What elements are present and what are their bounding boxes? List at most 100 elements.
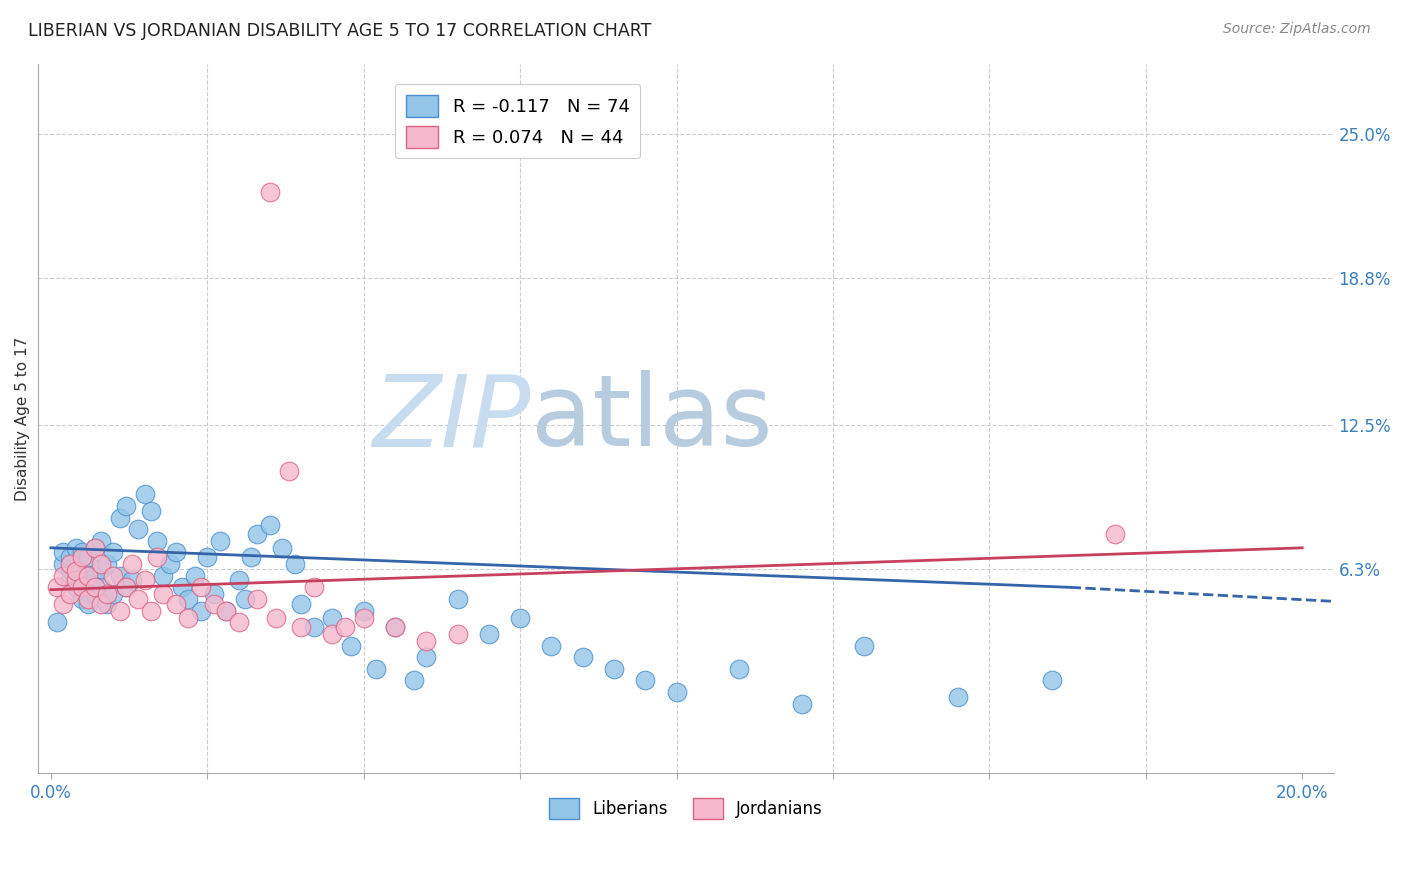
- Point: [195, 550, 218, 565]
- Point: [90, 533, 112, 548]
- Point: [415, 633, 437, 648]
- Point: [46, 580, 69, 594]
- Point: [215, 604, 238, 618]
- Point: [52, 557, 75, 571]
- Point: [77, 550, 100, 565]
- Point: [83, 541, 105, 555]
- Point: [103, 545, 125, 559]
- Text: Source: ZipAtlas.com: Source: ZipAtlas.com: [1223, 22, 1371, 37]
- Point: [139, 503, 162, 517]
- Point: [96, 557, 118, 571]
- Point: [321, 610, 343, 624]
- Point: [202, 587, 225, 601]
- Point: [634, 673, 657, 688]
- Point: [165, 597, 187, 611]
- Point: [240, 550, 263, 565]
- Point: [246, 527, 269, 541]
- Point: [571, 650, 593, 665]
- Point: [177, 592, 200, 607]
- Point: [65, 574, 87, 588]
- Point: [184, 568, 207, 582]
- Point: [271, 541, 294, 555]
- Point: [402, 673, 425, 688]
- Point: [65, 564, 87, 578]
- Point: [290, 620, 312, 634]
- Point: [384, 620, 406, 634]
- Point: [115, 499, 138, 513]
- Point: [264, 610, 287, 624]
- Point: [83, 541, 105, 555]
- Point: [177, 610, 200, 624]
- Point: [59, 550, 82, 565]
- Point: [415, 650, 437, 665]
- Point: [333, 620, 356, 634]
- Point: [121, 574, 143, 588]
- Point: [202, 597, 225, 611]
- Point: [259, 185, 281, 199]
- Point: [353, 604, 375, 618]
- Point: [70, 580, 93, 594]
- Text: LIBERIAN VS JORDANIAN DISABILITY AGE 5 TO 17 CORRELATION CHART: LIBERIAN VS JORDANIAN DISABILITY AGE 5 T…: [28, 22, 651, 40]
- Point: [59, 562, 82, 576]
- Point: [108, 604, 131, 618]
- Point: [540, 639, 562, 653]
- Point: [233, 592, 256, 607]
- Point: [77, 597, 100, 611]
- Point: [90, 557, 112, 571]
- Point: [165, 545, 187, 559]
- Point: [103, 587, 125, 601]
- Point: [46, 615, 69, 630]
- Point: [134, 574, 156, 588]
- Point: [59, 574, 82, 588]
- Point: [83, 568, 105, 582]
- Point: [366, 662, 388, 676]
- Point: [277, 464, 299, 478]
- Point: [290, 597, 312, 611]
- Point: [259, 517, 281, 532]
- Point: [52, 597, 75, 611]
- Point: [77, 592, 100, 607]
- Point: [478, 627, 501, 641]
- Point: [121, 557, 143, 571]
- Point: [115, 580, 138, 594]
- Point: [284, 557, 307, 571]
- Point: [115, 580, 138, 594]
- Point: [52, 568, 75, 582]
- Point: [103, 568, 125, 582]
- Point: [152, 587, 174, 601]
- Point: [70, 592, 93, 607]
- Y-axis label: Disability Age 5 to 17: Disability Age 5 to 17: [15, 336, 30, 501]
- Point: [134, 487, 156, 501]
- Point: [353, 610, 375, 624]
- Point: [70, 545, 93, 559]
- Point: [321, 627, 343, 641]
- Point: [208, 533, 231, 548]
- Point: [52, 545, 75, 559]
- Point: [83, 580, 105, 594]
- Point: [340, 639, 363, 653]
- Point: [1104, 527, 1126, 541]
- Point: [146, 550, 169, 565]
- Point: [59, 557, 82, 571]
- Point: [90, 597, 112, 611]
- Legend: Liberians, Jordanians: Liberians, Jordanians: [543, 792, 830, 825]
- Point: [228, 615, 250, 630]
- Point: [603, 662, 626, 676]
- Point: [146, 533, 169, 548]
- Point: [228, 574, 250, 588]
- Point: [65, 580, 87, 594]
- Point: [728, 662, 751, 676]
- Point: [384, 620, 406, 634]
- Point: [172, 580, 194, 594]
- Point: [665, 685, 688, 699]
- Point: [59, 587, 82, 601]
- Point: [90, 562, 112, 576]
- Point: [96, 587, 118, 601]
- Point: [152, 568, 174, 582]
- Point: [302, 620, 325, 634]
- Point: [127, 592, 149, 607]
- Point: [65, 541, 87, 555]
- Point: [446, 592, 468, 607]
- Point: [70, 550, 93, 565]
- Point: [96, 597, 118, 611]
